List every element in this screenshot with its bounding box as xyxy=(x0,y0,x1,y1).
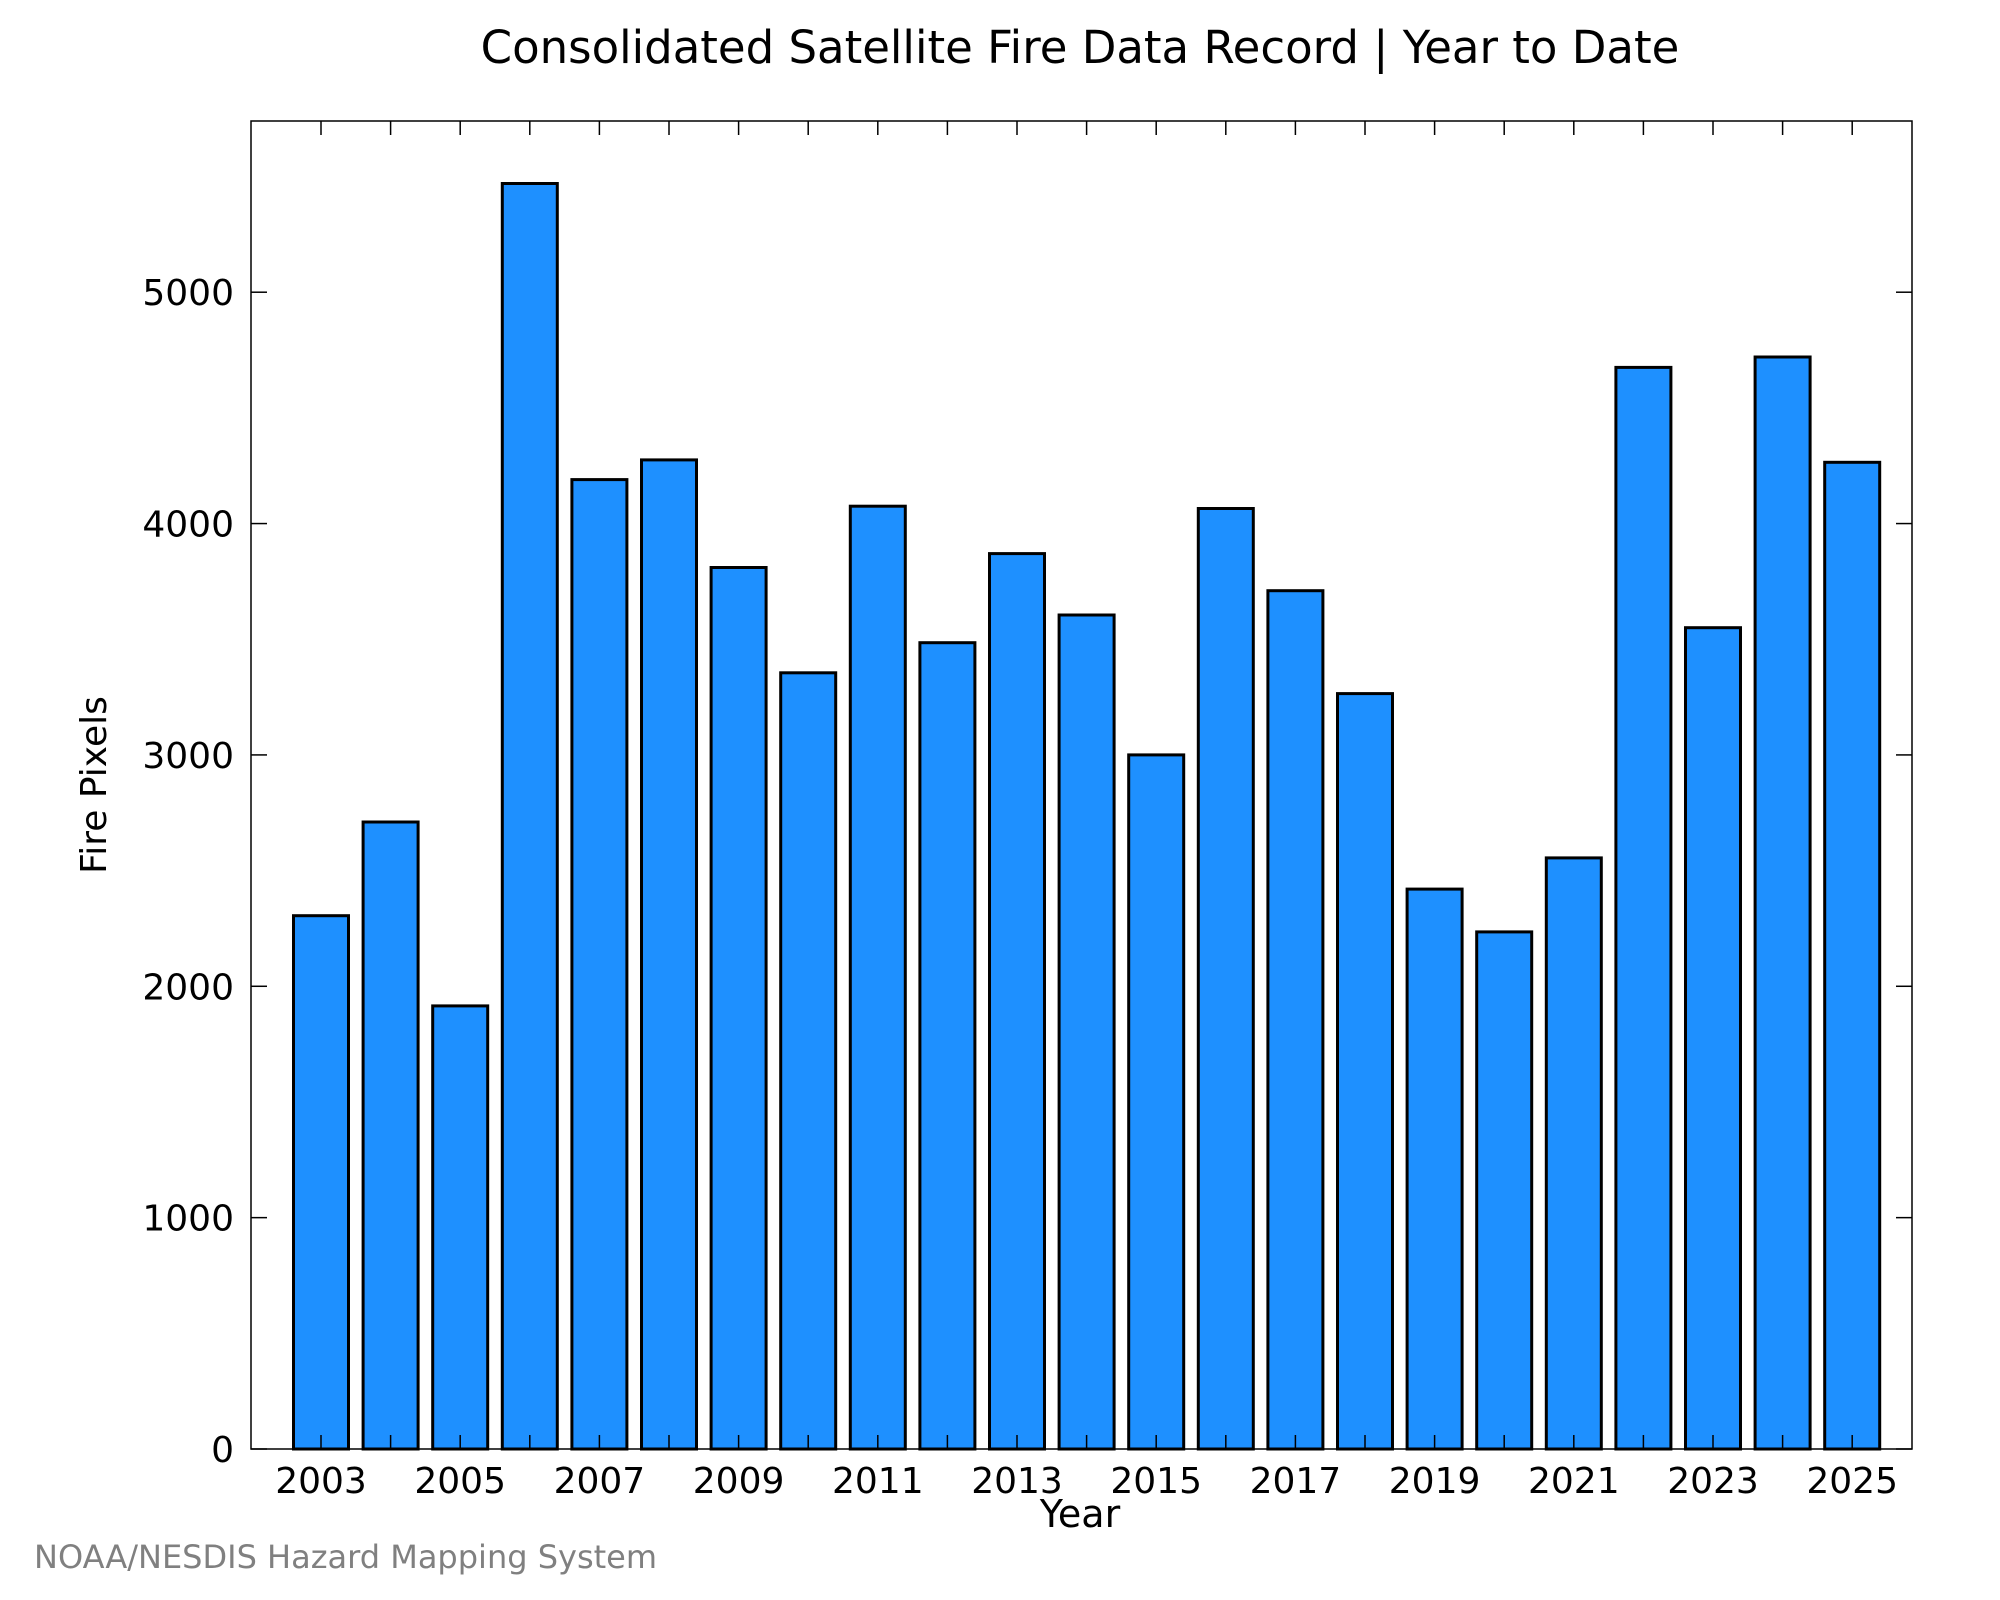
credit-text: NOAA/NESDIS Hazard Mapping System xyxy=(34,1538,658,1576)
x-tick-labels: 2003 2005 2007 2009 2011 2013 2015 2017 2019 2021… xyxy=(275,1461,1898,1502)
bar-2006 xyxy=(500,182,559,1451)
bar-2003 xyxy=(292,914,350,1451)
bar-2008 xyxy=(640,458,698,1451)
bar-2024 xyxy=(1753,355,1812,1451)
y-axis-label: Fire Pixels xyxy=(74,696,115,874)
bar-2004 xyxy=(361,820,420,1451)
x-tick-label-2019: 2019 xyxy=(1389,1461,1481,1502)
x-tick-label-2013: 2013 xyxy=(971,1461,1063,1502)
bar-2009 xyxy=(709,566,768,1451)
bar-2005 xyxy=(431,1004,490,1451)
bar-2021 xyxy=(1544,856,1603,1451)
bars-group xyxy=(292,182,1882,1451)
x-tick-label-2005: 2005 xyxy=(414,1461,506,1502)
x-tick-label-2025: 2025 xyxy=(1806,1461,1898,1502)
bar-2007 xyxy=(570,478,629,1451)
bar-2018 xyxy=(1336,692,1394,1451)
x-tick-label-2015: 2015 xyxy=(1110,1461,1202,1502)
axis-ticks xyxy=(251,121,1912,1450)
bar-2015 xyxy=(1127,753,1186,1451)
plot-frame xyxy=(250,120,1913,1450)
y-tick-label-0: 0 xyxy=(211,1430,234,1471)
x-tick-label-2009: 2009 xyxy=(693,1461,785,1502)
bar-2017 xyxy=(1266,589,1325,1451)
bar-2022 xyxy=(1614,365,1673,1451)
y-tick-label-2000: 2000 xyxy=(142,967,234,1008)
y-tick-label-1000: 1000 xyxy=(142,1199,234,1240)
y-tick-label-5000: 5000 xyxy=(142,273,234,314)
x-tick-label-2003: 2003 xyxy=(275,1461,367,1502)
y-tick-label-3000: 3000 xyxy=(142,736,234,777)
x-tick-label-2007: 2007 xyxy=(554,1461,646,1502)
x-tick-label-2017: 2017 xyxy=(1250,1461,1342,1502)
bar-2010 xyxy=(779,671,838,1451)
bar-2012 xyxy=(918,641,977,1451)
x-axis-label: Year xyxy=(1039,1492,1121,1536)
chart-title: Consolidated Satellite Fire Data Record … xyxy=(481,21,1680,74)
y-tick-labels: 0 1000 2000 3000 4000 5000 xyxy=(142,273,234,1471)
x-tick-label-2011: 2011 xyxy=(832,1461,924,1502)
bar-2014 xyxy=(1057,613,1116,1451)
bar-2019 xyxy=(1405,887,1464,1451)
bar-2025 xyxy=(1823,460,1882,1451)
bar-2013 xyxy=(988,552,1046,1451)
y-tick-label-4000: 4000 xyxy=(142,505,234,546)
bar-2011 xyxy=(848,504,907,1451)
x-tick-label-2023: 2023 xyxy=(1667,1461,1759,1502)
bar-2016 xyxy=(1196,507,1255,1451)
x-tick-label-2021: 2021 xyxy=(1528,1461,1620,1502)
bar-2023 xyxy=(1684,626,1742,1451)
bar-2020 xyxy=(1475,930,1534,1451)
